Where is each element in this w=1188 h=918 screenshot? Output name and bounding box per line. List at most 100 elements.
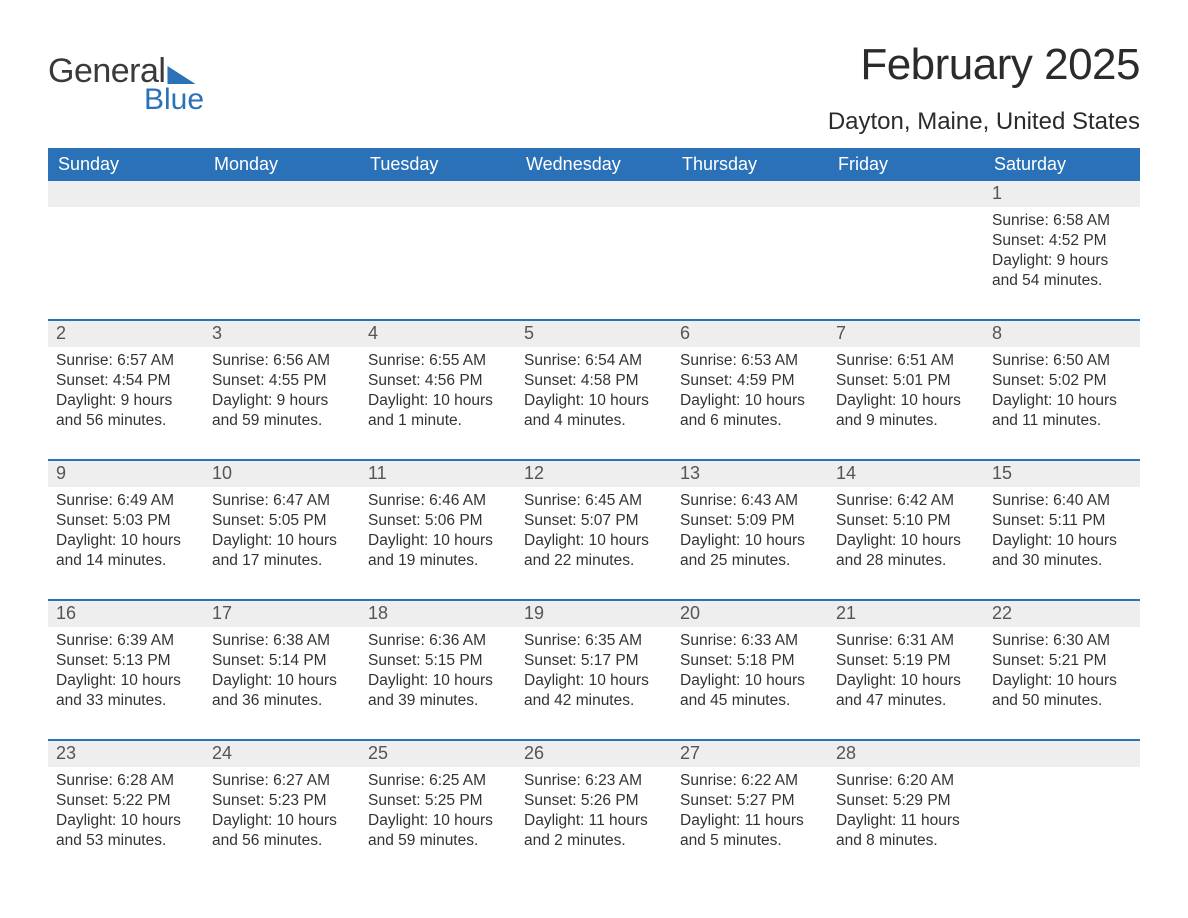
week-row: 9Sunrise: 6:49 AMSunset: 5:03 PMDaylight… <box>48 459 1140 579</box>
day-sunset: Sunset: 5:21 PM <box>992 651 1132 671</box>
week-row: 16Sunrise: 6:39 AMSunset: 5:13 PMDayligh… <box>48 599 1140 719</box>
day-cell <box>48 181 204 299</box>
day-day2: and 22 minutes. <box>524 551 664 571</box>
day-day1: Daylight: 10 hours <box>680 671 820 691</box>
day-body: Sunrise: 6:30 AMSunset: 5:21 PMDaylight:… <box>984 627 1140 712</box>
day-cell: 18Sunrise: 6:36 AMSunset: 5:15 PMDayligh… <box>360 601 516 719</box>
day-day1: Daylight: 11 hours <box>836 811 976 831</box>
day-day2: and 47 minutes. <box>836 691 976 711</box>
day-sunrise: Sunrise: 6:45 AM <box>524 491 664 511</box>
day-cell: 13Sunrise: 6:43 AMSunset: 5:09 PMDayligh… <box>672 461 828 579</box>
day-cell: 5Sunrise: 6:54 AMSunset: 4:58 PMDaylight… <box>516 321 672 439</box>
day-day2: and 53 minutes. <box>56 831 196 851</box>
day-body: Sunrise: 6:56 AMSunset: 4:55 PMDaylight:… <box>204 347 360 432</box>
day-sunrise: Sunrise: 6:23 AM <box>524 771 664 791</box>
day-sunrise: Sunrise: 6:49 AM <box>56 491 196 511</box>
day-day1: Daylight: 10 hours <box>368 811 508 831</box>
day-number <box>516 181 672 207</box>
day-cell <box>828 181 984 299</box>
day-body: Sunrise: 6:23 AMSunset: 5:26 PMDaylight:… <box>516 767 672 852</box>
day-number: 23 <box>48 741 204 767</box>
day-day2: and 9 minutes. <box>836 411 976 431</box>
dow-monday: Monday <box>204 148 360 181</box>
day-body: Sunrise: 6:53 AMSunset: 4:59 PMDaylight:… <box>672 347 828 432</box>
day-day2: and 11 minutes. <box>992 411 1132 431</box>
logo-text-blue: Blue <box>144 83 204 117</box>
day-cell: 26Sunrise: 6:23 AMSunset: 5:26 PMDayligh… <box>516 741 672 859</box>
month-title: February 2025 <box>828 40 1140 90</box>
day-sunrise: Sunrise: 6:54 AM <box>524 351 664 371</box>
day-sunset: Sunset: 4:52 PM <box>992 231 1132 251</box>
day-day1: Daylight: 9 hours <box>992 251 1132 271</box>
day-number: 20 <box>672 601 828 627</box>
day-day1: Daylight: 10 hours <box>56 531 196 551</box>
day-cell: 8Sunrise: 6:50 AMSunset: 5:02 PMDaylight… <box>984 321 1140 439</box>
day-cell: 28Sunrise: 6:20 AMSunset: 5:29 PMDayligh… <box>828 741 984 859</box>
day-day1: Daylight: 10 hours <box>368 671 508 691</box>
day-day2: and 33 minutes. <box>56 691 196 711</box>
day-sunset: Sunset: 5:09 PM <box>680 511 820 531</box>
day-cell: 19Sunrise: 6:35 AMSunset: 5:17 PMDayligh… <box>516 601 672 719</box>
day-cell: 7Sunrise: 6:51 AMSunset: 5:01 PMDaylight… <box>828 321 984 439</box>
day-cell: 10Sunrise: 6:47 AMSunset: 5:05 PMDayligh… <box>204 461 360 579</box>
day-day2: and 4 minutes. <box>524 411 664 431</box>
dow-sunday: Sunday <box>48 148 204 181</box>
day-body: Sunrise: 6:31 AMSunset: 5:19 PMDaylight:… <box>828 627 984 712</box>
day-day2: and 17 minutes. <box>212 551 352 571</box>
day-cell <box>360 181 516 299</box>
day-number: 11 <box>360 461 516 487</box>
day-sunset: Sunset: 5:22 PM <box>56 791 196 811</box>
day-sunrise: Sunrise: 6:31 AM <box>836 631 976 651</box>
day-sunrise: Sunrise: 6:53 AM <box>680 351 820 371</box>
day-day2: and 6 minutes. <box>680 411 820 431</box>
day-number: 22 <box>984 601 1140 627</box>
day-sunset: Sunset: 5:18 PM <box>680 651 820 671</box>
day-sunrise: Sunrise: 6:55 AM <box>368 351 508 371</box>
day-day1: Daylight: 9 hours <box>212 391 352 411</box>
day-sunset: Sunset: 5:17 PM <box>524 651 664 671</box>
day-number: 17 <box>204 601 360 627</box>
day-sunset: Sunset: 5:23 PM <box>212 791 352 811</box>
day-of-week-header: SundayMondayTuesdayWednesdayThursdayFrid… <box>48 148 1140 181</box>
day-day2: and 19 minutes. <box>368 551 508 571</box>
day-day2: and 45 minutes. <box>680 691 820 711</box>
header: General Blue February 2025 Dayton, Maine… <box>48 40 1140 136</box>
day-cell: 15Sunrise: 6:40 AMSunset: 5:11 PMDayligh… <box>984 461 1140 579</box>
day-day1: Daylight: 10 hours <box>992 671 1132 691</box>
logo-flag-icon <box>167 66 195 84</box>
day-number: 13 <box>672 461 828 487</box>
day-day1: Daylight: 10 hours <box>524 531 664 551</box>
day-sunset: Sunset: 4:58 PM <box>524 371 664 391</box>
day-day1: Daylight: 11 hours <box>680 811 820 831</box>
day-number: 7 <box>828 321 984 347</box>
day-body: Sunrise: 6:57 AMSunset: 4:54 PMDaylight:… <box>48 347 204 432</box>
day-sunrise: Sunrise: 6:56 AM <box>212 351 352 371</box>
day-sunrise: Sunrise: 6:47 AM <box>212 491 352 511</box>
day-day1: Daylight: 10 hours <box>680 391 820 411</box>
day-day2: and 54 minutes. <box>992 271 1132 291</box>
day-sunset: Sunset: 5:13 PM <box>56 651 196 671</box>
day-number: 10 <box>204 461 360 487</box>
day-number <box>828 181 984 207</box>
day-sunset: Sunset: 5:01 PM <box>836 371 976 391</box>
day-number: 2 <box>48 321 204 347</box>
day-day1: Daylight: 9 hours <box>56 391 196 411</box>
day-sunrise: Sunrise: 6:43 AM <box>680 491 820 511</box>
week-row: 1Sunrise: 6:58 AMSunset: 4:52 PMDaylight… <box>48 181 1140 299</box>
day-day2: and 30 minutes. <box>992 551 1132 571</box>
day-cell: 20Sunrise: 6:33 AMSunset: 5:18 PMDayligh… <box>672 601 828 719</box>
day-body: Sunrise: 6:43 AMSunset: 5:09 PMDaylight:… <box>672 487 828 572</box>
day-day1: Daylight: 10 hours <box>56 811 196 831</box>
day-cell: 22Sunrise: 6:30 AMSunset: 5:21 PMDayligh… <box>984 601 1140 719</box>
day-sunset: Sunset: 5:03 PM <box>56 511 196 531</box>
day-number: 28 <box>828 741 984 767</box>
day-body: Sunrise: 6:38 AMSunset: 5:14 PMDaylight:… <box>204 627 360 712</box>
day-number: 5 <box>516 321 672 347</box>
day-body: Sunrise: 6:39 AMSunset: 5:13 PMDaylight:… <box>48 627 204 712</box>
day-day1: Daylight: 10 hours <box>836 391 976 411</box>
dow-friday: Friday <box>828 148 984 181</box>
day-number: 21 <box>828 601 984 627</box>
day-body: Sunrise: 6:50 AMSunset: 5:02 PMDaylight:… <box>984 347 1140 432</box>
day-number: 1 <box>984 181 1140 207</box>
day-cell: 1Sunrise: 6:58 AMSunset: 4:52 PMDaylight… <box>984 181 1140 299</box>
